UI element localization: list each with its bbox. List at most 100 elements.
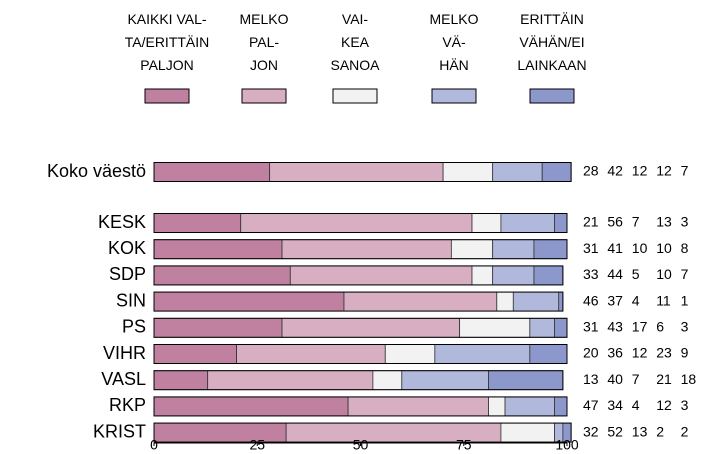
value-label: 7: [681, 266, 689, 282]
bar-segment: [401, 370, 489, 391]
bar-segment: [533, 239, 568, 260]
bar-segment: [541, 162, 572, 182]
bar-outline: [153, 265, 564, 286]
bar-segment: [153, 396, 349, 417]
bar-segment: [269, 162, 444, 182]
bar-segment: [347, 396, 489, 417]
category-label: PS: [122, 317, 146, 337]
bar-segment: [442, 162, 494, 182]
bar-segment: [384, 344, 436, 364]
bar-segment: [471, 213, 502, 233]
value-label: 7: [681, 163, 689, 179]
value-label: 2: [681, 423, 689, 439]
bar-segment: [153, 162, 271, 182]
bar-segment: [153, 291, 345, 312]
x-tick-label: 25: [249, 437, 265, 453]
bar-segment: [554, 396, 568, 417]
value-label: 37: [607, 292, 623, 308]
bar-segment: [500, 422, 556, 443]
x-tick-label: 0: [150, 437, 158, 453]
value-label: 12: [656, 163, 672, 179]
legend-swatch: [144, 88, 190, 104]
bar-outline: [153, 291, 564, 312]
legend-swatch: [529, 88, 575, 104]
category-label: KESK: [98, 212, 146, 232]
value-label: 6: [656, 319, 664, 335]
category-label: VIHR: [103, 343, 146, 363]
value-label: 41: [607, 240, 623, 256]
bar-segment: [500, 213, 556, 233]
value-label: 12: [632, 163, 648, 179]
value-label: 12: [632, 345, 648, 361]
category-label: KRIST: [93, 421, 146, 441]
value-label: 10: [656, 266, 672, 282]
value-label: 12: [656, 397, 672, 413]
value-label: 36: [607, 345, 623, 361]
bar-segment: [533, 265, 564, 286]
category-label: VASL: [101, 369, 146, 389]
value-label: 40: [607, 371, 623, 387]
value-label: 20: [583, 345, 599, 361]
category-label: RKP: [109, 395, 146, 415]
bar-segment: [529, 344, 568, 364]
bar-segment: [512, 291, 560, 312]
value-label: 31: [583, 319, 599, 335]
value-label: 1: [681, 292, 689, 308]
value-label: 4: [632, 397, 640, 413]
bar-segment: [554, 317, 568, 338]
bar-segment: [281, 317, 461, 338]
bar-segment: [504, 396, 556, 417]
bar-segment: [459, 317, 531, 338]
x-tick-label: 50: [353, 437, 369, 453]
bar-segment: [492, 239, 535, 260]
value-label: 7: [632, 214, 640, 230]
bar-segment: [492, 265, 535, 286]
value-label: 13: [656, 214, 672, 230]
category-label: SIN: [116, 290, 146, 310]
value-label: 5: [632, 266, 640, 282]
value-label: 32: [583, 423, 599, 439]
x-tick-label: 100: [555, 437, 579, 453]
value-label: 21: [656, 371, 672, 387]
legend-swatch: [431, 88, 477, 104]
bar-outline: [153, 344, 568, 364]
bar-segment: [554, 213, 568, 233]
bar-segment: [496, 291, 514, 312]
value-label: 34: [607, 397, 623, 413]
bar-segment: [236, 344, 386, 364]
bar-segment: [289, 265, 473, 286]
value-label: 31: [583, 240, 599, 256]
bar-segment: [281, 239, 452, 260]
bar-outline: [153, 162, 572, 182]
bar-segment: [492, 162, 543, 182]
bar-outline: [153, 317, 568, 338]
bar-segment: [153, 239, 283, 260]
bar-segment: [153, 265, 291, 286]
bar-segment: [372, 370, 403, 391]
value-label: 18: [681, 371, 697, 387]
bar-segment: [153, 317, 283, 338]
value-label: 56: [607, 214, 623, 230]
value-label: 17: [632, 319, 648, 335]
bar-outline: [153, 422, 572, 443]
legend-label: MELKO PAL-JON: [239, 11, 288, 73]
category-label: Koko väestö: [47, 161, 146, 181]
value-label: 28: [583, 163, 599, 179]
value-label: 8: [681, 240, 689, 256]
bar-segment: [471, 265, 494, 286]
legend-label: MELKO VÄ-HÄN: [429, 11, 478, 73]
value-label: 46: [583, 292, 599, 308]
bar-segment: [450, 239, 494, 260]
value-label: 3: [681, 397, 689, 413]
bar-segment: [153, 213, 242, 233]
legend-swatch: [332, 88, 378, 104]
value-label: 44: [607, 266, 623, 282]
legend-label: VAI-KEA SANOA: [330, 11, 380, 73]
value-label: 21: [583, 214, 599, 230]
category-label: SDP: [109, 264, 146, 284]
bar-outline: [153, 239, 568, 260]
bar-segment: [207, 370, 374, 391]
bar-outline: [153, 213, 568, 233]
bar-segment: [343, 291, 498, 312]
